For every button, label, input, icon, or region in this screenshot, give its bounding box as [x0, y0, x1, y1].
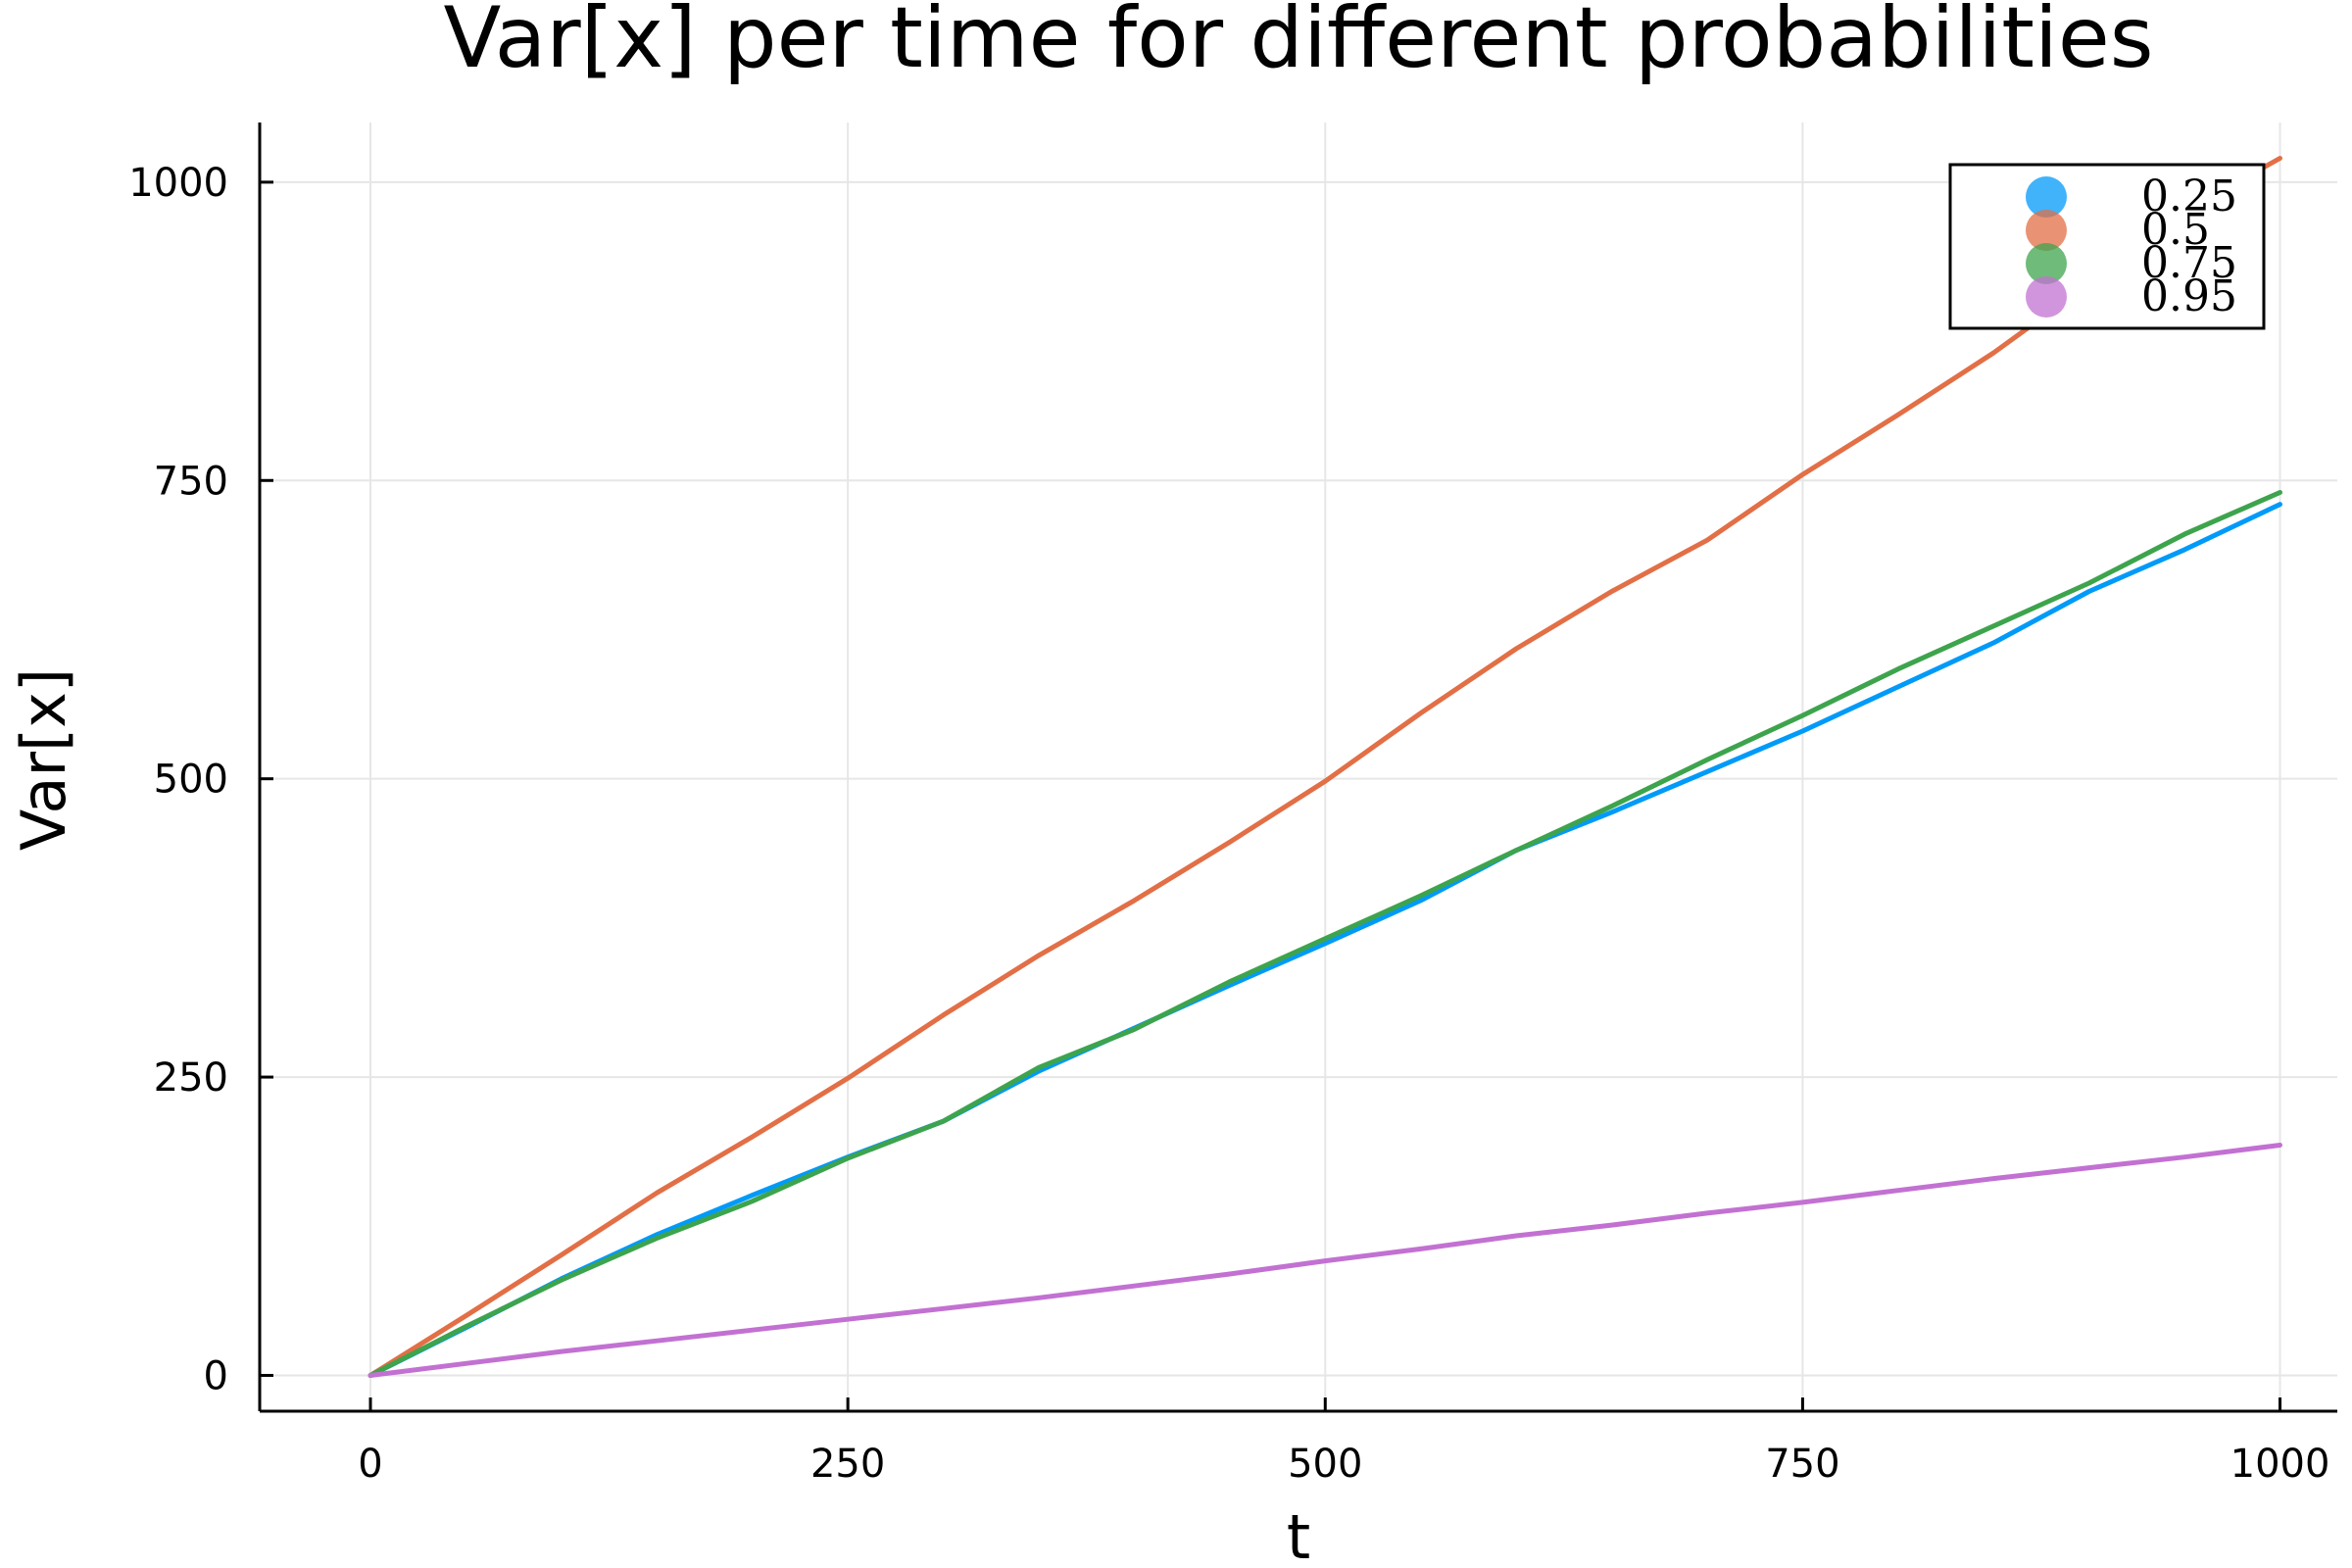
legend-marker	[2026, 176, 2067, 218]
chart-title: Var[x] per time for different probabilit…	[443, 0, 2153, 87]
legend: 0.250.50.750.95	[1948, 163, 2266, 330]
series-line-0-95	[368, 1143, 2282, 1378]
legend-box	[1948, 163, 2266, 330]
legend-marker	[2026, 210, 2067, 251]
y-tick-label: 0	[204, 1353, 228, 1398]
y-axis-label: Var[x]	[8, 668, 79, 851]
tick-labels: 0 250 500 750 1000 0 250 500 750 1000	[128, 161, 2329, 1487]
x-tick-label: 0	[358, 1442, 382, 1487]
y-tick-label: 500	[154, 758, 228, 803]
legend-marker	[2026, 243, 2067, 284]
legend-label: 0.75	[2141, 238, 2237, 288]
x-axis-label: t	[1287, 1501, 1310, 1568]
series-lines	[368, 156, 2282, 1378]
legend-label: 0.25	[2141, 172, 2237, 221]
legend-label: 0.5	[2141, 205, 2210, 255]
x-tick-label: 250	[810, 1442, 885, 1487]
x-tick-label: 500	[1288, 1442, 1362, 1487]
y-tick-label: 250	[154, 1055, 228, 1101]
axes	[258, 122, 2337, 1413]
series-line-0-5	[368, 156, 2282, 1378]
series-line-0-25	[368, 502, 2282, 1378]
y-tick-label: 750	[154, 459, 228, 504]
y-tick-label: 1000	[128, 161, 228, 206]
legend-label: 0.95	[2141, 271, 2237, 321]
x-tick-label: 1000	[2230, 1442, 2330, 1487]
x-tick-label: 750	[1765, 1442, 1839, 1487]
legend-marker	[2026, 276, 2067, 318]
legend-items: 0.250.50.750.95	[2026, 172, 2237, 321]
series-line-0-75	[368, 490, 2282, 1378]
